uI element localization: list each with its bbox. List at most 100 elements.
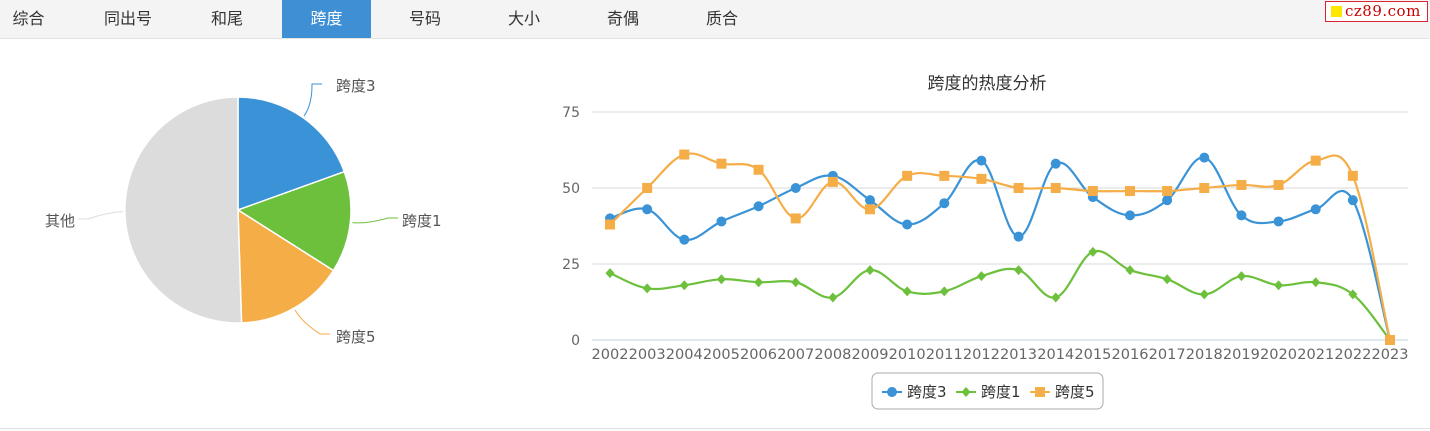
data-point[interactable] <box>1050 183 1061 193</box>
data-point[interactable] <box>790 213 801 224</box>
x-tick-label: 2022 <box>1334 347 1371 363</box>
data-point[interactable] <box>642 283 652 294</box>
data-point[interactable] <box>753 201 764 212</box>
data-point[interactable] <box>716 216 727 227</box>
data-point[interactable] <box>754 277 764 288</box>
logo-text: cz89.com <box>1345 2 1421 20</box>
data-point[interactable] <box>1310 155 1321 166</box>
x-tick-label: 2006 <box>740 347 777 363</box>
data-point[interactable] <box>976 155 987 166</box>
data-point[interactable] <box>642 204 653 215</box>
data-point[interactable] <box>642 183 653 193</box>
data-point[interactable] <box>1236 271 1246 282</box>
data-point[interactable] <box>716 274 726 285</box>
data-point[interactable] <box>1051 292 1061 303</box>
data-point[interactable] <box>1274 280 1284 291</box>
tab-daxiao[interactable]: 大小 <box>507 9 540 28</box>
legend-item[interactable]: 跨度3 <box>882 383 947 401</box>
tab-haoma[interactable]: 号码 <box>408 9 441 28</box>
pie-label: 跨度3 <box>336 77 376 95</box>
data-point[interactable] <box>790 183 801 193</box>
pie-label: 其他 <box>45 212 75 230</box>
data-point[interactable] <box>1087 186 1098 197</box>
pie-slice[interactable] <box>237 208 335 324</box>
data-point[interactable] <box>1050 158 1061 169</box>
data-point[interactable] <box>1088 246 1098 257</box>
x-tick-label: 2005 <box>703 347 740 363</box>
data-point[interactable] <box>1162 195 1173 206</box>
data-point[interactable] <box>1013 231 1024 242</box>
series-line <box>609 249 1391 341</box>
pie-leader-line <box>352 217 398 224</box>
data-point[interactable] <box>939 170 950 181</box>
legend-label: 跨度1 <box>981 383 1021 401</box>
legend-item[interactable]: 跨度5 <box>1030 383 1095 401</box>
data-point[interactable] <box>1125 265 1135 276</box>
data-point[interactable] <box>1347 170 1358 181</box>
data-point[interactable] <box>1199 289 1209 300</box>
data-point[interactable] <box>1311 277 1321 288</box>
data-point[interactable] <box>1236 179 1247 190</box>
data-point[interactable] <box>753 164 764 175</box>
tab-hewei[interactable]: 和尾 <box>210 9 243 28</box>
legend-label: 跨度3 <box>907 383 947 401</box>
data-point[interactable] <box>1236 210 1247 221</box>
pie-leader-line <box>303 83 322 117</box>
legend-marker[interactable] <box>1035 387 1045 397</box>
data-point[interactable] <box>605 268 615 279</box>
x-tick-label: 2020 <box>1260 347 1297 363</box>
data-point[interactable] <box>791 277 801 288</box>
data-point[interactable] <box>1310 204 1321 215</box>
legend-item[interactable]: 跨度1 <box>956 383 1021 401</box>
data-point[interactable] <box>902 286 912 297</box>
data-point[interactable] <box>605 219 615 230</box>
data-point[interactable] <box>939 198 950 209</box>
x-tick-label: 2018 <box>1186 347 1223 363</box>
pie-slice[interactable] <box>237 96 346 212</box>
tab-jiou[interactable]: 奇偶 <box>606 9 639 28</box>
data-point[interactable] <box>865 265 875 276</box>
legend-marker[interactable] <box>961 387 971 397</box>
logo-square-icon <box>1331 6 1342 17</box>
data-point[interactable] <box>1199 152 1210 163</box>
data-point[interactable] <box>1125 186 1135 197</box>
data-point[interactable] <box>1199 183 1210 193</box>
x-tick-label: 2021 <box>1297 347 1334 363</box>
tab-tongchuhao[interactable]: 同出号 <box>103 9 152 28</box>
x-tick-label: 2013 <box>1000 347 1037 363</box>
data-point[interactable] <box>1347 195 1358 206</box>
data-point[interactable] <box>1162 274 1172 285</box>
data-point[interactable] <box>1273 179 1284 190</box>
x-tick-label: 2008 <box>814 347 851 363</box>
data-point[interactable] <box>1014 265 1024 276</box>
data-point[interactable] <box>1273 216 1284 227</box>
pie-slice[interactable] <box>124 96 243 324</box>
data-point[interactable] <box>827 176 838 187</box>
data-point[interactable] <box>828 292 838 303</box>
data-point[interactable] <box>865 195 875 206</box>
data-point[interactable] <box>1125 210 1135 221</box>
data-point[interactable] <box>1385 335 1395 345</box>
data-point[interactable] <box>1013 183 1024 193</box>
legend-marker[interactable] <box>887 387 897 397</box>
pie-slice[interactable] <box>236 170 352 272</box>
data-point[interactable] <box>865 204 875 215</box>
site-logo[interactable]: cz89.com <box>1325 1 1428 22</box>
data-point[interactable] <box>976 271 986 282</box>
data-point[interactable] <box>679 149 690 160</box>
tab-zhihe[interactable]: 质合 <box>705 9 738 28</box>
x-tick-label: 2015 <box>1074 347 1111 363</box>
tab-zonghe[interactable]: 综合 <box>12 9 45 28</box>
pie-chart: 跨度3 跨度1 跨度5 其他 <box>45 77 442 346</box>
tab-kuadu[interactable]: 跨度 <box>282 0 371 38</box>
data-point[interactable] <box>679 234 690 245</box>
data-point[interactable] <box>1348 289 1358 300</box>
data-point[interactable] <box>939 286 949 297</box>
series-line <box>609 152 1392 341</box>
data-point[interactable] <box>716 158 727 169</box>
data-point[interactable] <box>1162 186 1173 197</box>
data-point[interactable] <box>902 170 913 181</box>
data-point[interactable] <box>902 219 913 230</box>
data-point[interactable] <box>679 280 689 291</box>
data-point[interactable] <box>976 173 987 184</box>
